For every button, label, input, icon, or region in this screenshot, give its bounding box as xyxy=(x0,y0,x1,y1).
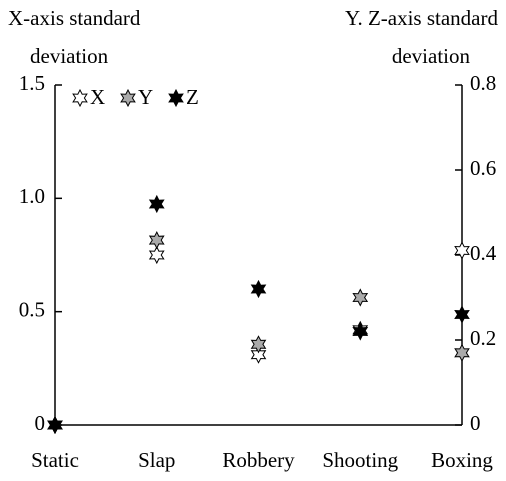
point xyxy=(250,279,267,299)
point xyxy=(352,288,369,307)
x-tick-label: Shooting xyxy=(322,448,398,472)
y-axis-title: deviation xyxy=(30,44,109,68)
legend-marker xyxy=(72,88,88,108)
y2-tick-label: 0 xyxy=(470,411,481,435)
point xyxy=(250,335,267,354)
y-axis-title: X-axis standard xyxy=(8,6,141,30)
y-tick-label: 0 xyxy=(35,411,46,435)
point xyxy=(148,231,165,250)
point xyxy=(454,241,470,260)
point xyxy=(250,345,267,364)
point xyxy=(352,322,369,341)
y-tick-label: 0.5 xyxy=(19,297,45,321)
y2-tick-label: 0.4 xyxy=(470,241,497,265)
point xyxy=(148,245,165,265)
point xyxy=(148,194,165,214)
y2-tick-label: 0.6 xyxy=(470,156,496,180)
x-tick-label: Boxing xyxy=(431,448,493,472)
legend-marker xyxy=(120,88,136,108)
y2-axis-title: Y. Z-axis standard xyxy=(345,6,498,30)
y2-axis-title: deviation xyxy=(392,44,471,68)
point xyxy=(47,415,63,435)
y2-tick-label: 0.8 xyxy=(470,71,496,95)
legend-label: Z xyxy=(186,85,199,109)
legend-marker xyxy=(168,88,184,108)
y-tick-label: 1.5 xyxy=(19,71,45,95)
legend-label: Y xyxy=(138,85,153,109)
point xyxy=(454,343,470,362)
x-tick-label: Slap xyxy=(138,448,175,472)
x-tick-label: Static xyxy=(31,448,79,472)
y-tick-label: 1.0 xyxy=(19,184,45,208)
legend-label: X xyxy=(90,85,105,109)
point xyxy=(454,305,470,324)
y2-tick-label: 0.2 xyxy=(470,326,496,350)
x-tick-label: Robbery xyxy=(222,448,295,472)
